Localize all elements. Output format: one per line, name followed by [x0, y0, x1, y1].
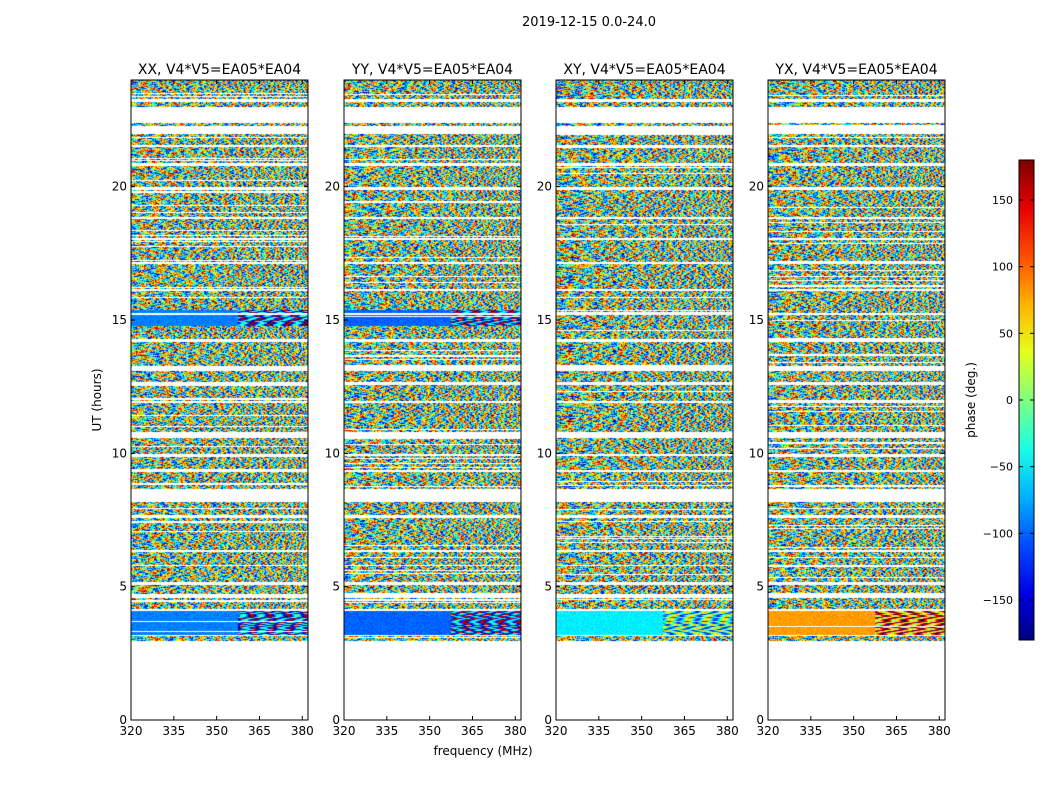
x-tick-label: 350 — [418, 724, 441, 738]
x-tick-label: 380 — [928, 724, 951, 738]
y-tick-label: 5 — [756, 580, 764, 594]
x-tick-label: 320 — [120, 724, 143, 738]
x-tick-label: 335 — [799, 724, 822, 738]
x-tick-label: 335 — [162, 724, 185, 738]
panel-title: YX, V4*V5=EA05*EA04 — [774, 62, 937, 78]
colorbar-label: phase (deg.) — [964, 362, 978, 438]
x-tick-label: 365 — [673, 724, 696, 738]
x-tick-label: 335 — [587, 724, 610, 738]
panel-title: XX, V4*V5=EA05*EA04 — [138, 62, 301, 78]
y-tick-label: 5 — [332, 580, 340, 594]
x-tick-label: 350 — [630, 724, 653, 738]
y-tick-label: 10 — [537, 446, 552, 460]
colorbar-tick-label: 100 — [992, 261, 1013, 274]
colorbar-tick-label: −50 — [990, 461, 1013, 474]
x-tick-label: 320 — [545, 724, 568, 738]
panel-yx: YX, V4*V5=EA05*EA04 320 335 350 365 380 0 5 10 15… — [749, 62, 951, 738]
x-tick-label: 380 — [504, 724, 527, 738]
panel-xx: XX, V4*V5=EA05*EA04 320 335 350 365 380 0 5 10 15… — [112, 62, 314, 738]
panel-title: YY, V4*V5=EA05*EA04 — [351, 62, 513, 78]
y-tick-label: 20 — [537, 180, 552, 194]
x-tick-label: 380 — [291, 724, 314, 738]
y-tick-label: 20 — [325, 180, 340, 194]
y-axis-label: UT (hours) — [90, 368, 104, 431]
y-tick-label: 0 — [756, 713, 764, 727]
y-tick-label: 15 — [537, 313, 552, 327]
x-tick-label: 335 — [375, 724, 398, 738]
phase-heatmap-image — [768, 80, 945, 720]
y-tick-label: 20 — [749, 180, 764, 194]
x-tick-label: 365 — [461, 724, 484, 738]
x-tick-label: 380 — [716, 724, 739, 738]
y-tick-label: 5 — [119, 580, 127, 594]
panel-title: XY, V4*V5=EA05*EA04 — [563, 62, 725, 78]
y-tick-label: 10 — [325, 446, 340, 460]
colorbar-tick-label: 150 — [992, 194, 1013, 207]
y-tick-label: 10 — [112, 446, 127, 460]
x-tick-label: 320 — [757, 724, 780, 738]
y-tick-label: 15 — [325, 313, 340, 327]
y-tick-label: 10 — [749, 446, 764, 460]
y-tick-label: 5 — [544, 580, 552, 594]
colorbar-tick-label: −100 — [983, 527, 1013, 540]
x-tick-label: 350 — [205, 724, 228, 738]
y-tick-label: 20 — [112, 180, 127, 194]
figure-title: 2019-12-15 0.0-24.0 — [522, 15, 656, 30]
phase-heatmap-image — [131, 80, 308, 720]
panel-frame — [555, 79, 734, 721]
panel-frame — [130, 79, 309, 721]
phase-heatmap-image — [344, 80, 521, 720]
y-tick-label: 15 — [112, 313, 127, 327]
y-tick-label: 0 — [332, 713, 340, 727]
colorbar: −150 −100 −50 0 50 100 150 — [983, 159, 1035, 641]
x-tick-label: 365 — [885, 724, 908, 738]
colorbar-tick-label: 50 — [999, 327, 1013, 340]
panel-yy: YY, V4*V5=EA05*EA04 320 335 350 365 380 0 5 10 15… — [325, 62, 527, 738]
panel-frame — [343, 79, 522, 721]
y-tick-label: 15 — [749, 313, 764, 327]
x-tick-label: 350 — [842, 724, 865, 738]
colorbar-tick-label: 0 — [1006, 394, 1013, 407]
panel-frame — [767, 79, 946, 721]
colorbar-tick-label: −150 — [983, 594, 1013, 607]
x-axis-label: frequency (MHz) — [433, 744, 532, 758]
y-tick-label: 0 — [119, 713, 127, 727]
x-tick-label: 365 — [248, 724, 271, 738]
y-tick-label: 0 — [544, 713, 552, 727]
panel-xy: XY, V4*V5=EA05*EA04 320 335 350 365 380 0 5 10 15… — [537, 62, 739, 738]
phase-heatmap-image — [556, 80, 733, 720]
x-tick-label: 320 — [333, 724, 356, 738]
